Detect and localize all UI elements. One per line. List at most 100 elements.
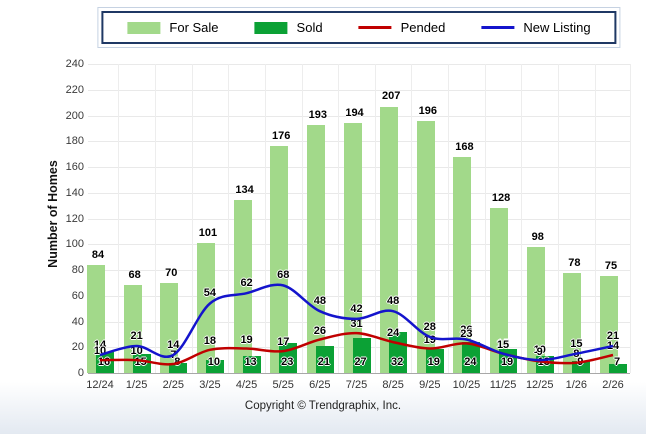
- y-tick-label: 240: [65, 58, 84, 70]
- sold-value-label: 19: [500, 356, 514, 368]
- pended-value-label: 10: [130, 345, 143, 358]
- new-listing-value-label: 68: [277, 269, 290, 282]
- new-listing-line-swatch-icon: [481, 26, 515, 29]
- x-tick-label: 2/25: [162, 379, 184, 391]
- gridline: [558, 64, 560, 373]
- y-tick-label: 180: [65, 135, 84, 148]
- gridline: [301, 64, 303, 373]
- for-sale-value-label: 70: [165, 266, 178, 279]
- legend-item-new-listing: New Listing: [481, 20, 591, 35]
- y-tick-label: 220: [65, 83, 84, 96]
- pended-value-label: 24: [387, 327, 400, 340]
- for-sale-value-label: 134: [235, 184, 254, 197]
- x-tick-label: 1/26: [565, 379, 588, 391]
- gridline: [484, 64, 486, 373]
- sold-value-label: 13: [244, 356, 257, 368]
- for-sale-swatch-icon: [127, 21, 161, 34]
- new-listing-value-label: 62: [240, 277, 253, 290]
- pended-value-label: 7: [170, 348, 177, 361]
- sold-value-label: 10: [207, 356, 221, 368]
- pended-value-label: 19: [240, 333, 253, 346]
- pended-value-label: 31: [350, 318, 363, 331]
- sold-value-label: 7: [613, 356, 621, 368]
- for-sale-value-label: 194: [345, 107, 364, 120]
- copyright-text: Copyright © Trendgraphix, Inc.: [244, 400, 402, 412]
- x-tick-label: 11/25: [489, 379, 517, 391]
- x-tick-label: 4/25: [235, 379, 258, 391]
- gridline: [228, 64, 230, 373]
- gridline: [521, 64, 523, 373]
- y-tick-label: 100: [65, 238, 84, 251]
- pended-value-label: 8: [573, 347, 580, 360]
- for-sale-value-label: 193: [308, 108, 328, 121]
- gridline: [118, 64, 120, 373]
- gridline: [88, 115, 630, 117]
- x-tick-label: 5/25: [272, 379, 294, 391]
- sold-value-label: 24: [464, 356, 477, 368]
- for-sale-bar: [196, 242, 215, 373]
- y-tick-label: 20: [71, 341, 84, 354]
- pended-value-label: 23: [460, 328, 473, 341]
- for-sale-value-label: 68: [128, 269, 141, 282]
- for-sale-value-label: 176: [272, 130, 291, 143]
- pended-value-label: 18: [203, 334, 217, 347]
- y-tick-label: 160: [65, 161, 84, 173]
- for-sale-value-label: 196: [418, 104, 437, 117]
- for-sale-bar: [343, 123, 362, 373]
- pended-line-swatch-icon: [358, 26, 392, 29]
- for-sale-value-label: 84: [91, 248, 105, 261]
- x-tick-label: 9/25: [419, 379, 441, 391]
- for-sale-value-label: 78: [568, 256, 581, 269]
- x-tick-label: 7/25: [345, 379, 368, 391]
- gridline: [88, 64, 630, 65]
- legend: For Sale Sold Pended New Listing: [101, 11, 617, 44]
- gridline: [374, 64, 376, 373]
- sold-value-label: 23: [281, 356, 294, 368]
- x-tick-label: 1/25: [125, 379, 148, 391]
- y-tick-label: 120: [65, 212, 84, 225]
- for-sale-value-label: 207: [381, 90, 401, 103]
- pended-value-label: 26: [313, 324, 326, 337]
- pended-value-label: 9: [536, 346, 543, 359]
- legend-label-sold: Sold: [296, 20, 323, 35]
- x-tick-label: 3/25: [199, 379, 221, 391]
- sold-value-label: 32: [391, 356, 404, 368]
- x-tick-label: 2/26: [602, 379, 624, 391]
- legend-item-pended: Pended: [358, 20, 446, 35]
- x-tick-label: 12/25: [525, 379, 554, 391]
- new-listing-value-label: 42: [350, 302, 363, 315]
- gridline: [594, 64, 596, 373]
- sold-swatch-icon: [254, 21, 288, 34]
- legend-label-new-listing: New Listing: [523, 20, 591, 35]
- new-listing-value-label: 21: [130, 329, 143, 342]
- gridline: [338, 64, 340, 373]
- y-tick-label: 60: [71, 289, 84, 302]
- pended-value-label: 15: [496, 338, 510, 351]
- for-sale-value-label: 98: [531, 230, 544, 243]
- x-tick-label: 8/25: [382, 379, 404, 391]
- pended-value-label: 10: [93, 345, 107, 358]
- sold-value-label: 27: [354, 356, 367, 368]
- sold-value-label: 15: [134, 356, 147, 368]
- legend-item-sold: Sold: [254, 20, 323, 35]
- sold-value-label: 19: [427, 356, 440, 368]
- for-sale-value-label: 101: [198, 226, 218, 239]
- sold-bar: [169, 362, 188, 373]
- x-tick-label: 10/25: [452, 379, 481, 391]
- for-sale-value-label: 128: [491, 192, 511, 205]
- gridline: [154, 64, 156, 373]
- x-axis-line: [88, 373, 630, 374]
- legend-label-pended: Pended: [400, 20, 446, 35]
- gridline: [630, 64, 631, 373]
- for-sale-value-label: 168: [455, 140, 474, 153]
- y-tick-label: 140: [65, 186, 84, 199]
- sold-value-label: 21: [317, 356, 330, 368]
- new-listing-value-label: 48: [313, 295, 326, 308]
- gridline: [448, 64, 450, 373]
- for-sale-bar: [453, 156, 472, 373]
- new-listing-value-label: 54: [203, 287, 217, 300]
- gridline: [191, 64, 193, 373]
- y-tick-label: 200: [65, 109, 84, 122]
- pended-value-label: 14: [606, 339, 620, 352]
